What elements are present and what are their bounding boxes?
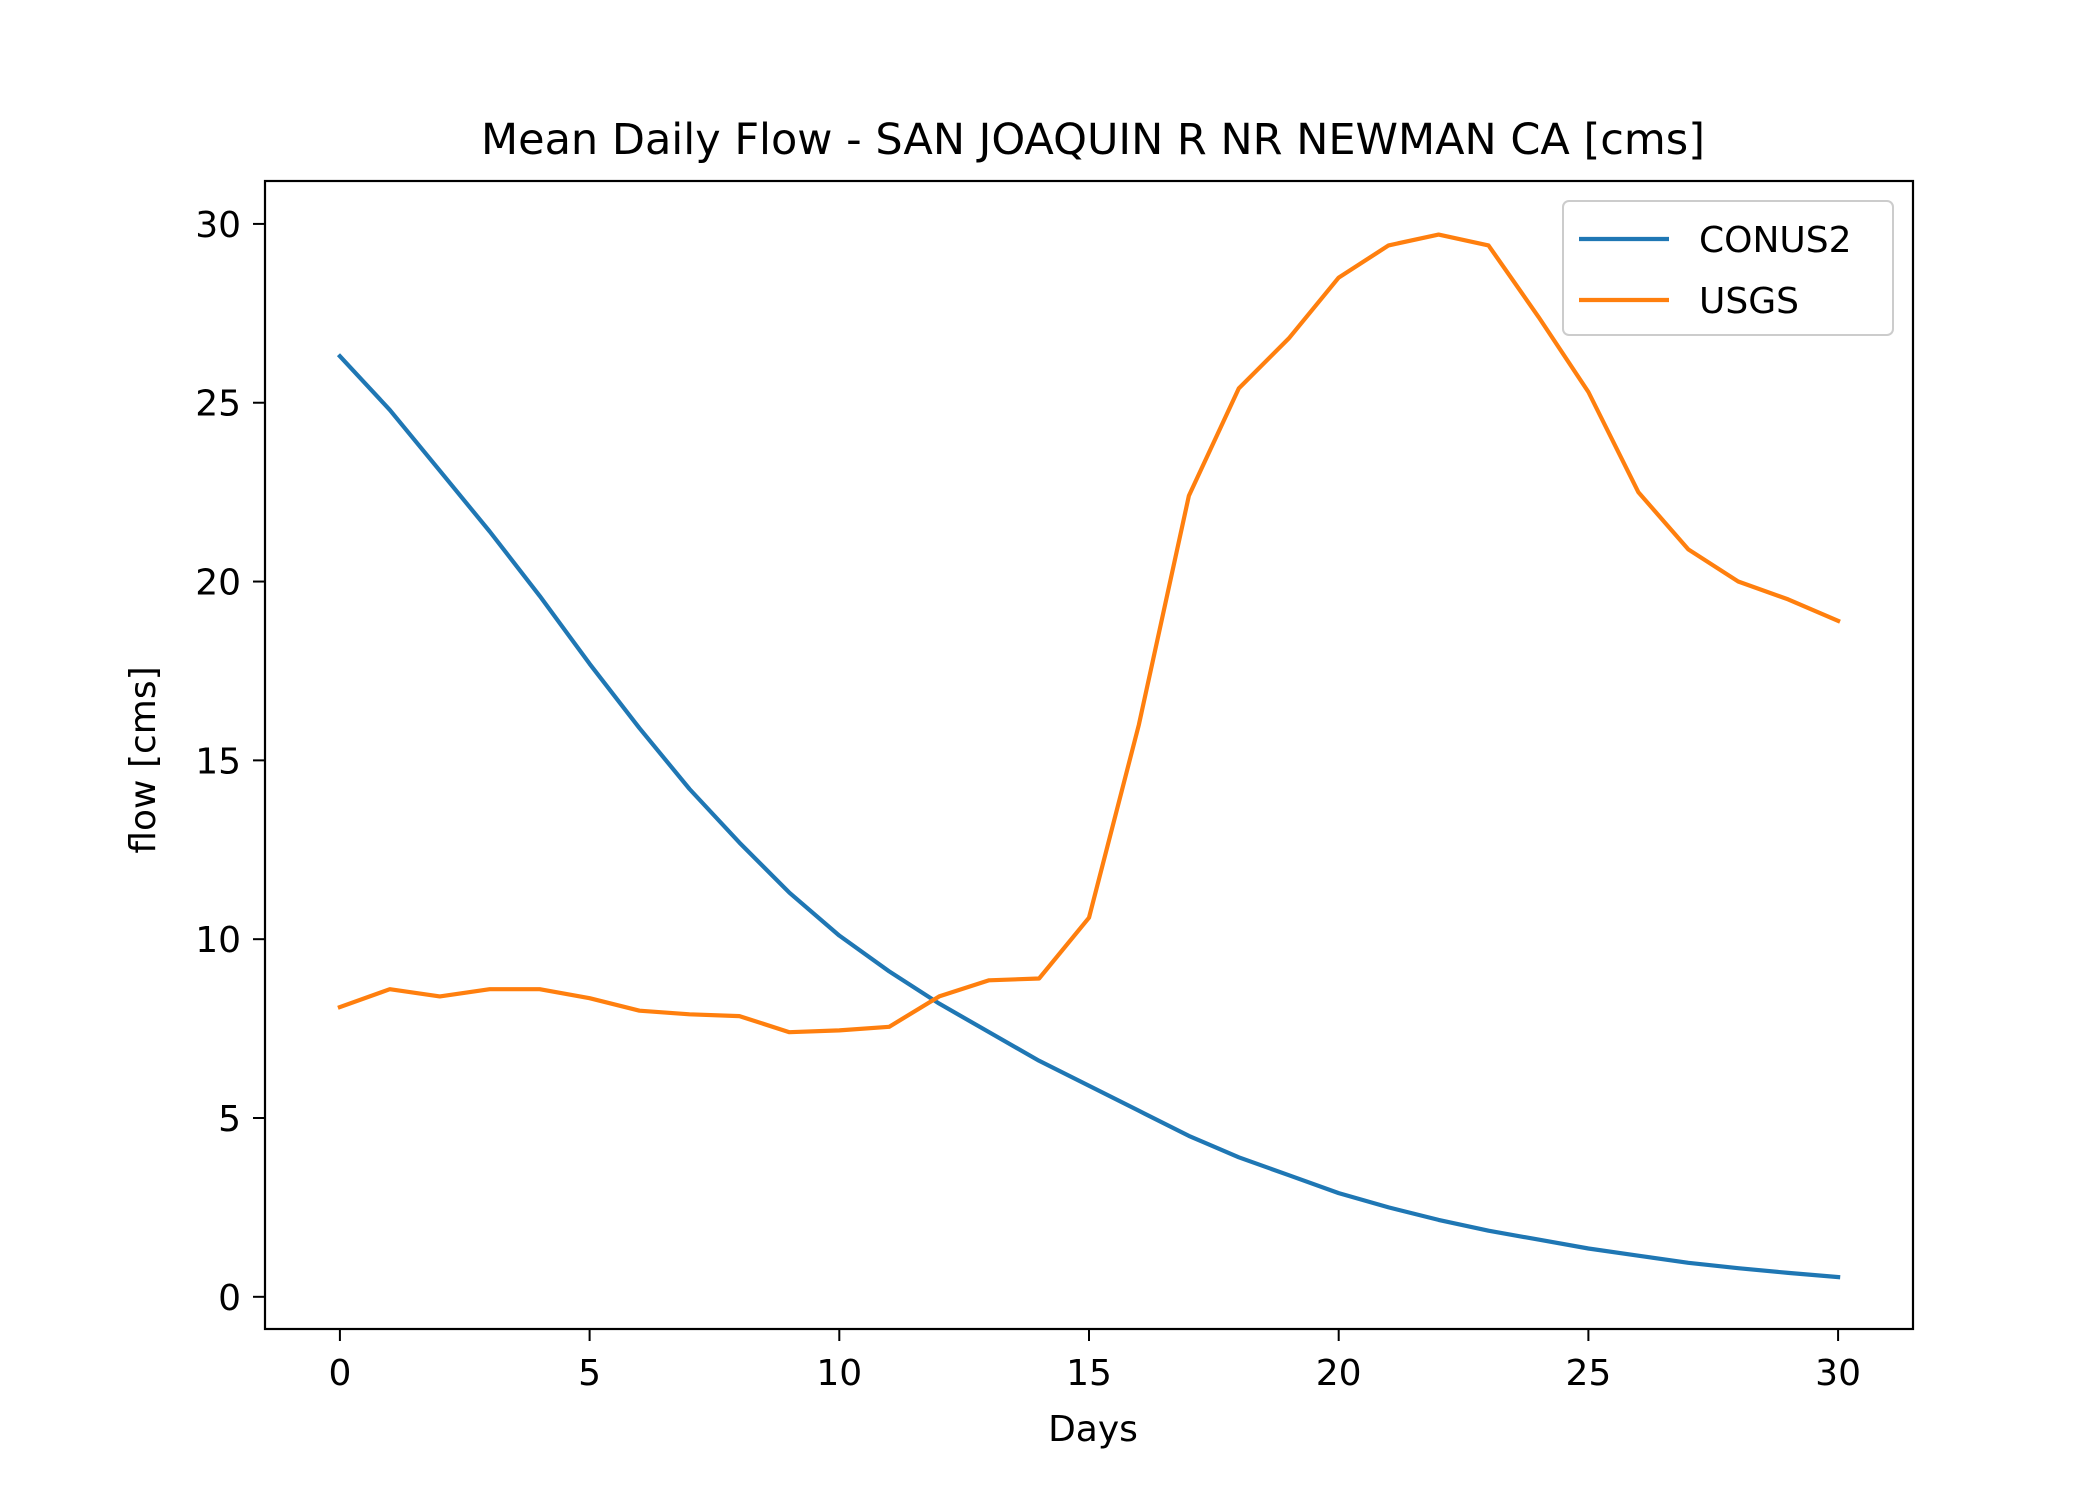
y-axis-label: flow [cms] xyxy=(123,666,164,853)
legend-label-usgs: USGS xyxy=(1699,281,1799,322)
x-tick-label: 30 xyxy=(1815,1353,1861,1394)
series-line-conus2 xyxy=(336,353,1841,1280)
y-tick-label: 5 xyxy=(218,1099,241,1140)
x-tick-label: 20 xyxy=(1316,1353,1362,1394)
chart-title: Mean Daily Flow - SAN JOAQUIN R NR NEWMA… xyxy=(481,115,1705,165)
x-tick-label: 25 xyxy=(1565,1353,1611,1394)
y-tick-label: 10 xyxy=(195,920,241,961)
y-tick-label: 30 xyxy=(195,205,241,246)
legend: CONUS2 USGS xyxy=(1562,200,1894,336)
plot-frame xyxy=(263,179,1915,1331)
x-tick-label: 10 xyxy=(816,1353,862,1394)
legend-label-conus2: CONUS2 xyxy=(1699,220,1852,261)
y-axis: 0 5 10 15 20 25 30 xyxy=(195,205,265,1319)
x-tick-label: 15 xyxy=(1066,1353,1112,1394)
series-line-usgs xyxy=(337,232,1841,1035)
y-tick-label: 15 xyxy=(195,741,241,782)
y-tick-label: 25 xyxy=(195,384,241,425)
x-axis-label: Days xyxy=(1048,1409,1138,1450)
plot-area xyxy=(263,179,1915,1331)
x-axis: 0 5 10 15 20 25 30 xyxy=(328,1329,1861,1394)
x-tick-label: 0 xyxy=(328,1353,351,1394)
y-tick-label: 20 xyxy=(195,563,241,604)
x-tick-label: 5 xyxy=(578,1353,601,1394)
y-tick-label: 0 xyxy=(218,1278,241,1319)
